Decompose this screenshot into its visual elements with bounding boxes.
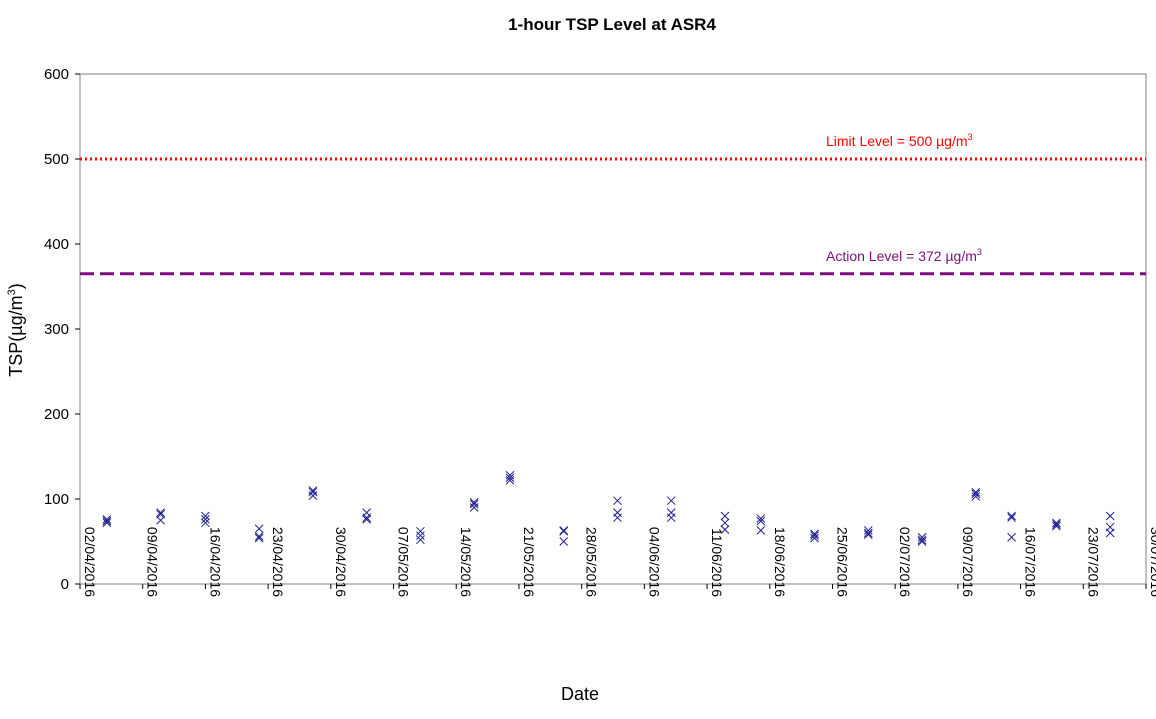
y-axis-title-suffix: )	[6, 283, 26, 289]
data-point	[416, 535, 425, 545]
data-point	[505, 470, 515, 480]
x-tick-label: 02/04/2016	[82, 527, 98, 597]
data-point	[308, 487, 318, 497]
data-point	[254, 532, 264, 541]
data-point	[254, 524, 264, 534]
data-point	[613, 496, 622, 506]
data-point	[201, 518, 210, 528]
data-point	[362, 515, 372, 524]
x-tick-label: 21/05/2016	[521, 527, 537, 597]
x-tick-label: 23/04/2016	[270, 527, 286, 597]
x-tick-label: 16/07/2016	[1023, 527, 1039, 597]
data-point	[917, 537, 927, 546]
data-point	[917, 535, 927, 545]
data-point	[1007, 532, 1016, 542]
data-point	[666, 508, 676, 517]
data-point	[1105, 522, 1115, 532]
data-point	[666, 496, 676, 506]
data-point	[201, 511, 210, 521]
data-point	[863, 526, 873, 535]
data-point	[810, 533, 819, 543]
x-tick-label: 07/05/2016	[396, 527, 412, 597]
y-tick-label: 600	[44, 66, 69, 83]
x-tick-label: 11/06/2016	[709, 528, 725, 597]
x-tick-label: 28/05/2016	[584, 527, 600, 597]
x-tick-label: 25/06/2016	[834, 527, 850, 597]
data-point	[756, 516, 766, 526]
y-axis: 0 100 200 300 400 500 600	[44, 66, 80, 593]
data-point	[863, 530, 873, 540]
plot-area	[79, 73, 1147, 585]
action-level-label: Action Level = 372 µg/m3	[826, 247, 982, 264]
data-point	[720, 525, 730, 534]
y-tick-label: 200	[44, 406, 69, 423]
y-tick-label: 100	[44, 491, 69, 508]
data-point	[201, 515, 210, 524]
y-tick-label: 400	[44, 236, 69, 253]
data-point	[971, 492, 981, 501]
data-point	[505, 473, 515, 483]
x-tick-label: 23/07/2016	[1085, 527, 1101, 597]
data-point	[416, 531, 425, 540]
data-point	[559, 537, 569, 546]
data-point	[308, 486, 318, 495]
data-point	[559, 526, 569, 536]
data-point	[971, 487, 981, 497]
data-point	[613, 508, 622, 517]
x-tick-label: 18/06/2016	[772, 527, 788, 597]
data-point	[1007, 513, 1016, 523]
x-tick-label: 09/04/2016	[145, 527, 161, 597]
data-point	[102, 515, 112, 524]
data-point	[254, 533, 264, 543]
limit-level-label: Limit Level = 500 µg/m3	[826, 132, 973, 149]
data-point	[156, 508, 165, 517]
x-axis: 02/04/2016 09/04/2016 16/04/2016 23/04/2016…	[79, 527, 1156, 597]
data-point	[156, 509, 165, 519]
data-point	[1105, 511, 1115, 521]
x-axis-title: Date	[561, 684, 599, 704]
data-point	[362, 508, 372, 517]
data-point	[917, 532, 927, 542]
data-point	[863, 528, 873, 538]
data-point	[102, 518, 112, 528]
data-point	[756, 514, 766, 523]
data-points	[102, 470, 1115, 546]
x-tick-label: 16/04/2016	[207, 527, 223, 597]
y-axis-title: TSP(µg/m3)	[6, 283, 26, 377]
x-tick-label: 14/05/2016	[458, 527, 474, 597]
data-point	[971, 489, 981, 499]
x-tick-label: 09/07/2016	[960, 527, 976, 597]
data-point	[756, 526, 766, 535]
data-point	[1007, 511, 1016, 521]
chart-title: 1-hour TSP Level at ASR4	[508, 15, 716, 34]
data-point	[102, 516, 112, 526]
x-tick-label: 30/04/2016	[333, 527, 349, 597]
data-point	[559, 526, 569, 535]
data-point	[810, 531, 819, 540]
reference-lines: Limit Level = 500 µg/m3 Action Level = 37…	[80, 132, 1146, 276]
x-tick-label: 30/07/2016	[1148, 527, 1156, 597]
data-point	[1052, 518, 1061, 528]
x-tick-label: 04/06/2016	[646, 527, 662, 597]
y-tick-label: 0	[61, 576, 69, 593]
y-tick-label: 500	[44, 151, 69, 168]
data-point	[469, 498, 479, 507]
y-tick-label: 300	[44, 321, 69, 338]
data-point	[416, 526, 425, 536]
data-point	[720, 518, 730, 528]
data-point	[1052, 520, 1061, 529]
data-point	[810, 529, 819, 539]
y-axis-title-superscript: 3	[6, 289, 18, 295]
data-point	[469, 499, 479, 509]
data-point	[1052, 521, 1061, 531]
data-point	[720, 511, 730, 521]
x-tick-label: 02/07/2016	[897, 527, 913, 597]
